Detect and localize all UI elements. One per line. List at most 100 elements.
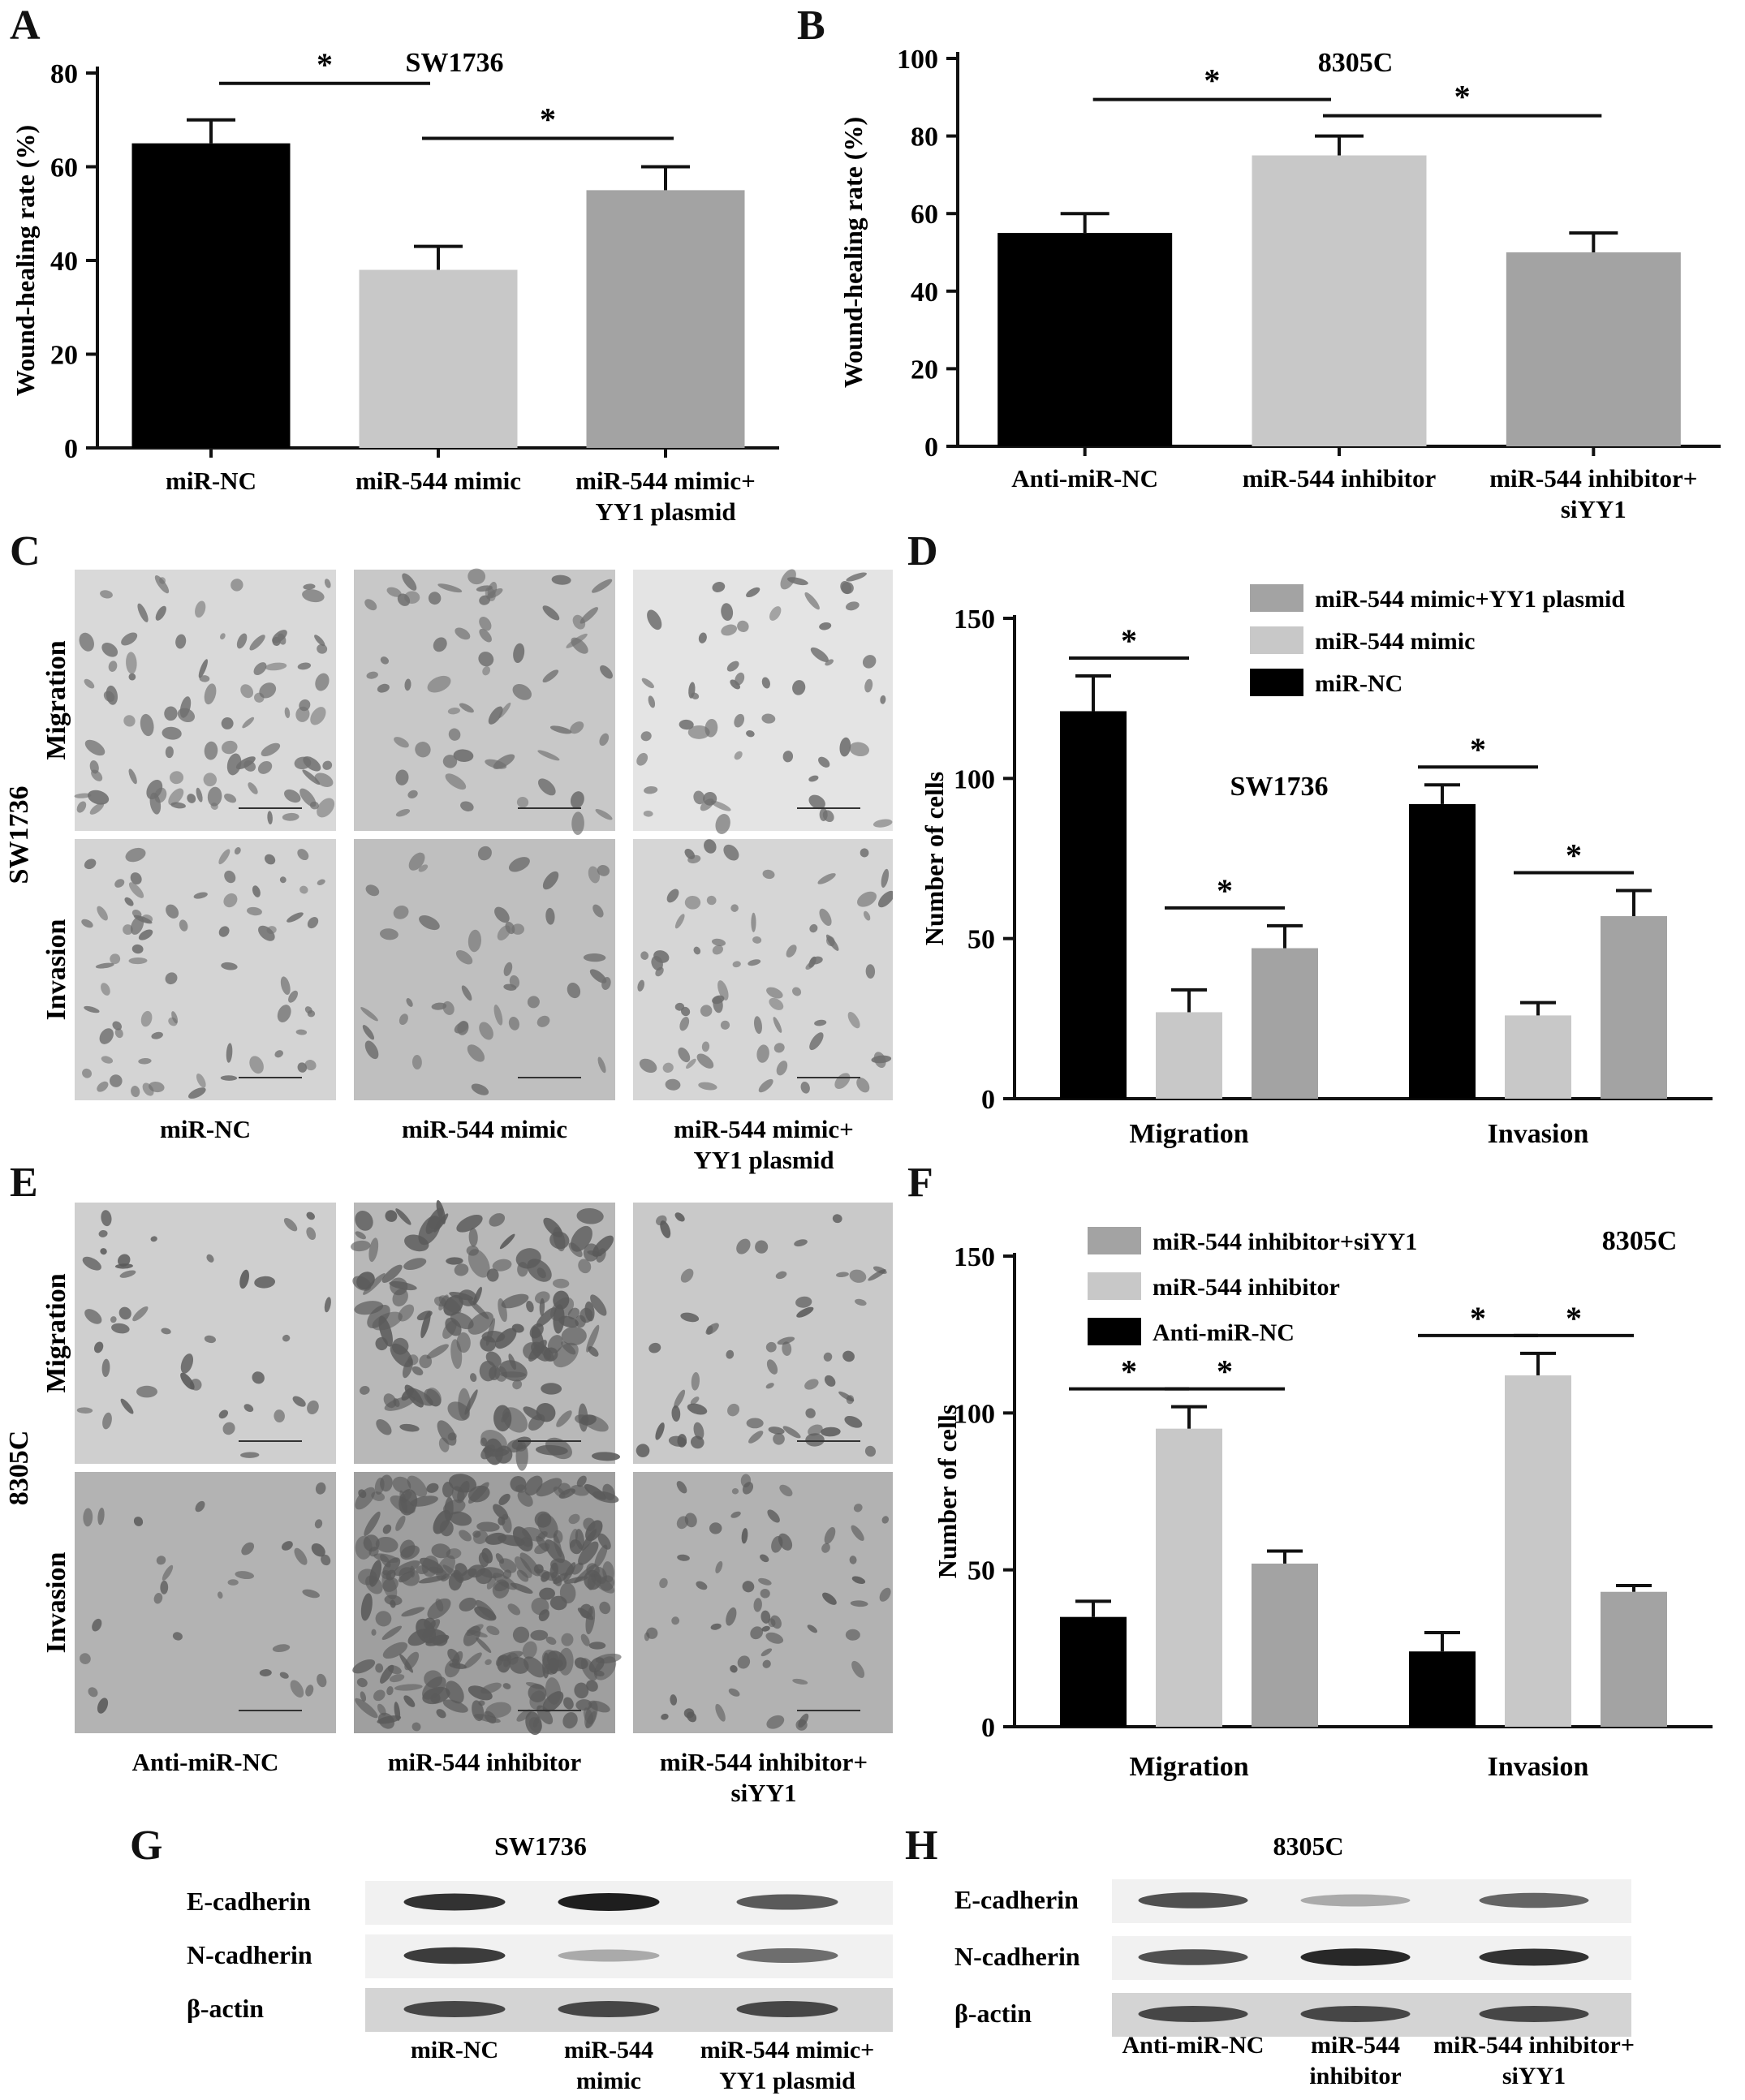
cell-blob [808, 775, 819, 782]
cell-blob [807, 1624, 818, 1633]
cell-blob [103, 691, 115, 702]
cell-blob [404, 678, 411, 691]
cell-blob [511, 1436, 532, 1450]
bar-0-2 [1252, 1563, 1318, 1727]
cell-blob [823, 1352, 833, 1362]
cell-blob [575, 1315, 586, 1328]
cell-blob [243, 1404, 254, 1413]
cell-blob [570, 791, 584, 809]
cell-blob [679, 719, 694, 730]
cell-blob [453, 749, 474, 762]
cell-blob [407, 1629, 433, 1646]
blot-band [558, 1893, 660, 1911]
cell-blob [404, 1234, 429, 1252]
cell-blob [284, 789, 301, 803]
blot-lane-label: mimic [576, 2068, 641, 2094]
cell-blob [187, 794, 196, 803]
cell-blob [471, 1083, 489, 1095]
cell-blob [395, 808, 411, 817]
cell-blob [668, 1435, 687, 1447]
cell-blob [356, 1677, 368, 1688]
cell-blob [114, 1028, 123, 1039]
cell-blob [873, 1052, 886, 1069]
blot-lane-label: miR-NC [411, 2037, 498, 2063]
cell-blob [265, 854, 276, 865]
cell-blob [427, 1598, 451, 1620]
cell-blob [400, 1545, 420, 1560]
cell-blob [433, 637, 447, 652]
cell-blob [659, 1577, 668, 1589]
cell-blob [769, 606, 782, 621]
cell-blob [674, 914, 685, 929]
cell-blob [730, 1511, 741, 1518]
cell-blob [393, 1560, 420, 1577]
cell-blob [487, 582, 498, 598]
x-category-label: YY1 plasmid [595, 497, 735, 526]
cell-blob [674, 1002, 685, 1011]
cell-blob [536, 1015, 550, 1027]
cell-blob [100, 1248, 107, 1255]
bar-1-2 [1601, 916, 1667, 1099]
cell-blob [750, 1626, 764, 1640]
cell-blob [517, 1491, 533, 1507]
micrograph-image [633, 570, 893, 831]
cell-blob [541, 1571, 550, 1582]
cell-blob [510, 1476, 527, 1492]
cell-blob [679, 1017, 690, 1031]
cell-blob [360, 1691, 367, 1702]
cell-blob [118, 1254, 131, 1267]
cell-blob [597, 1056, 606, 1074]
y-tick-label: 60 [911, 200, 938, 230]
cell-blob [292, 1396, 306, 1407]
cell-blob [824, 1526, 836, 1544]
cell-blob [766, 987, 783, 999]
cell-blob [433, 1213, 449, 1233]
cell-blob [381, 1573, 398, 1600]
cell-blob [571, 637, 588, 654]
cell-blob [455, 627, 471, 640]
cell-blob [536, 1307, 557, 1328]
cell-blob [779, 1484, 793, 1497]
cell-blob [495, 1553, 505, 1564]
micrograph-image [354, 570, 615, 831]
cell-blob [545, 907, 555, 925]
cell-blob [822, 1592, 837, 1605]
cell-blob [97, 1081, 109, 1092]
cell-blob [101, 1210, 112, 1227]
cell-blob [399, 1423, 420, 1432]
cell-blob [445, 1317, 462, 1336]
cell-blob [364, 1040, 379, 1060]
cell-blob [701, 1041, 710, 1052]
cell-blob [514, 1556, 532, 1578]
cell-blob [375, 1336, 388, 1351]
cell-blob [473, 1286, 482, 1306]
cell-blob [676, 1516, 689, 1530]
cell-blob [431, 1543, 451, 1559]
cell-blob [881, 868, 890, 888]
cell-blob [433, 1296, 446, 1307]
blot-band [1300, 2006, 1411, 2022]
cell-blob [92, 1618, 102, 1632]
cell-blob [693, 946, 701, 955]
cell-blob [735, 672, 745, 686]
cell-blob [76, 1407, 93, 1414]
cell-blob [591, 579, 613, 593]
legend-label: miR-544 mimic+YY1 plasmid [1315, 586, 1625, 613]
cell-blob [467, 929, 481, 953]
cell-blob [97, 906, 108, 921]
cell-blob [140, 713, 154, 737]
cell-blob [782, 1426, 801, 1439]
cell-blob [549, 1562, 558, 1579]
cell-blob [586, 1324, 600, 1353]
cell-blob [591, 1452, 621, 1461]
cell-blob [444, 1659, 461, 1678]
blot-lane-label: miR-544 [564, 2037, 653, 2063]
cell-blob [748, 959, 761, 966]
cell-blob [442, 1564, 463, 1581]
cell-blob [161, 1328, 171, 1335]
cell-blob [508, 857, 530, 872]
cell-blob [574, 1657, 588, 1670]
y-axis-label: Wound-healing rate (%) [838, 117, 868, 388]
cell-blob [470, 1373, 477, 1383]
panel-label-e: E [10, 1160, 38, 1206]
